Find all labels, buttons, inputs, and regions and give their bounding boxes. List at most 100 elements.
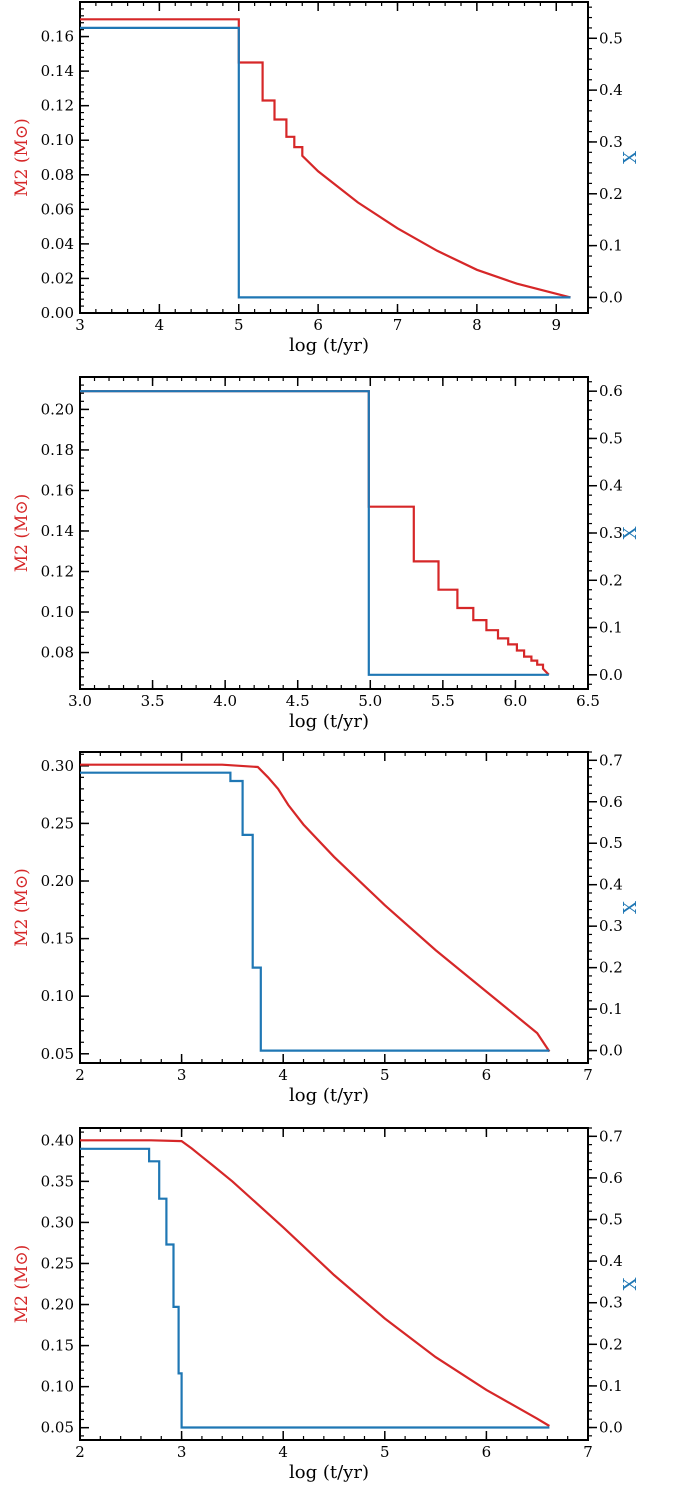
x-tick-label: 9 [551, 316, 561, 334]
plot-frame [79, 1, 589, 314]
y-left-tick-label: 0.20 [41, 1296, 74, 1314]
x-axis-label: log (t/yr) [289, 335, 369, 356]
x-tick-label: 6.5 [576, 692, 600, 710]
y-right-tick-label: 0.5 [599, 29, 623, 47]
y-right-tick-label: 0.4 [599, 1252, 623, 1270]
x-tick-label: 5.5 [431, 692, 455, 710]
x-tick-label: 8 [472, 316, 482, 334]
y-right-tick-label: 0.7 [599, 1127, 623, 1145]
x-tick-label: 5.0 [358, 692, 382, 710]
y-left-axis-label: M2 (M⊙) [12, 494, 32, 573]
y-right-tick-label: 0.3 [599, 917, 623, 935]
x-tick-label: 4 [278, 1066, 288, 1084]
y-left-tick-label: 0.05 [41, 1045, 74, 1063]
x-tick-label: 3 [177, 1066, 187, 1084]
y-right-tick-label: 0.3 [599, 1294, 623, 1312]
y-left-axis-label: M2 (M⊙) [12, 1245, 32, 1324]
y-left-tick-label: 0.14 [41, 522, 74, 540]
y-right-tick-label: 0.1 [599, 619, 623, 637]
y-right-tick-label: 0.2 [599, 959, 623, 977]
y-left-tick-label: 0.20 [41, 400, 74, 418]
y-right-axis-label: X [620, 526, 641, 539]
y-left-axis-label: M2 (M⊙) [12, 868, 32, 947]
y-right-tick-label: 0.0 [599, 666, 623, 684]
panel-2: 3.0 3.5 4.0 4.5 5.0 5.5 6.0 6.5 0.08 0.10 0.12 0.14… [12, 376, 641, 732]
y-right-tick-label: 0.4 [599, 477, 623, 495]
x-tick-label: 3 [75, 316, 85, 334]
x-tick-label: 3.5 [141, 692, 165, 710]
x-tick-label: 6 [482, 1066, 492, 1084]
x-tick-label: 3.0 [68, 692, 92, 710]
y-right-tick-label: 0.5 [599, 834, 623, 852]
y-left-tick-label: 0.08 [41, 166, 74, 184]
m2-series-line [80, 18, 571, 299]
x-tick-label: 6.0 [503, 692, 527, 710]
y-left-tick-label: 0.15 [41, 930, 74, 948]
x-tick-label: 4.5 [286, 692, 310, 710]
y-right-tick-label: 0.3 [599, 524, 623, 542]
m2-series-line [80, 1139, 550, 1427]
x-axis-label: log (t/yr) [289, 711, 369, 732]
y-left-tick-label: 0.15 [41, 1337, 74, 1355]
x-tick-label: 7 [583, 1443, 593, 1461]
x-axis-label: log (t/yr) [289, 1462, 369, 1483]
y-right-tick-label: 0.1 [599, 1000, 623, 1018]
y-left-tick-label: 0.40 [41, 1131, 74, 1149]
y-left-axis-label: M2 (M⊙) [12, 118, 32, 197]
y-left-tick-label: 0.25 [41, 1254, 74, 1272]
y-left-tick-label: 0.14 [41, 62, 74, 80]
y-left-tick-label: 0.20 [41, 872, 74, 890]
y-right-tick-label: 0.6 [599, 382, 623, 400]
y-right-tick-label: 0.6 [599, 1169, 623, 1187]
y-left-tick-label: 0.10 [41, 131, 74, 149]
panel-3: 2 3 4 5 6 7 0.05 0.10 0.15 0.20 0.25 0.30 0.0 0.1 0.2 0… [12, 751, 641, 1106]
x-tick-label: 4.0 [213, 692, 237, 710]
y-left-tick-label: 0.10 [41, 1378, 74, 1396]
x-tick-label: 4 [278, 1443, 288, 1461]
x-tick-label: 3 [177, 1443, 187, 1461]
y-left-tick-label: 0.06 [41, 200, 74, 218]
y-right-tick-label: 0.4 [599, 81, 623, 99]
x-tick-label: 6 [482, 1443, 492, 1461]
y-left-tick-label: 0.30 [41, 757, 74, 775]
plot-frame [79, 751, 589, 1064]
y-left-tick-label: 0.05 [41, 1419, 74, 1437]
y-right-tick-label: 0.2 [599, 1335, 623, 1353]
y-right-tick-label: 0.7 [599, 751, 623, 769]
y-right-axis-label: X [620, 1277, 641, 1290]
panel-4: 2 3 4 5 6 7 0.05 0.10 0.15 0.20 0.25 0.30 0.35 0.40 0.… [12, 1127, 641, 1483]
x-tick-label: 5 [380, 1443, 390, 1461]
x-tick-label: 6 [313, 316, 323, 334]
y-right-tick-label: 0.2 [599, 185, 623, 203]
y-left-tick-label: 0.08 [41, 644, 74, 662]
x-tick-label: 7 [393, 316, 403, 334]
y-right-tick-label: 0.3 [599, 133, 623, 151]
x-tick-label: 4 [155, 316, 165, 334]
y-left-tick-label: 0.12 [41, 562, 74, 580]
m2-series-line [80, 763, 551, 1053]
x-series-line [80, 390, 549, 676]
plot-frame [79, 376, 589, 690]
x-axis-label: log (t/yr) [289, 1085, 369, 1106]
x-tick-label: 5 [234, 316, 244, 334]
m2-series-line [80, 390, 550, 676]
y-right-axis-label: X [620, 901, 641, 914]
x-tick-label: 2 [75, 1443, 85, 1461]
y-right-tick-label: 0.1 [599, 1377, 623, 1395]
y-left-tick-label: 0.25 [41, 814, 74, 832]
x-series-line [80, 26, 571, 299]
y-right-tick-label: 0.0 [599, 1042, 623, 1060]
y-left-tick-label: 0.12 [41, 97, 74, 115]
panel-1: 3 4 5 6 7 8 9 0.00 0.02 0.04 0.06 0.08 0.10 0.12 0.14 0… [12, 1, 641, 356]
y-right-tick-label: 0.5 [599, 1211, 623, 1229]
y-left-tick-label: 0.10 [41, 603, 74, 621]
y-right-tick-label: 0.0 [599, 288, 623, 306]
y-left-tick-label: 0.00 [41, 304, 74, 322]
x-series-line [80, 1147, 550, 1429]
y-left-tick-label: 0.18 [41, 441, 74, 459]
y-left-tick-label: 0.16 [41, 481, 74, 499]
plot-frame [79, 1127, 589, 1441]
y-left-tick-label: 0.30 [41, 1213, 74, 1231]
x-series-line [80, 771, 550, 1052]
